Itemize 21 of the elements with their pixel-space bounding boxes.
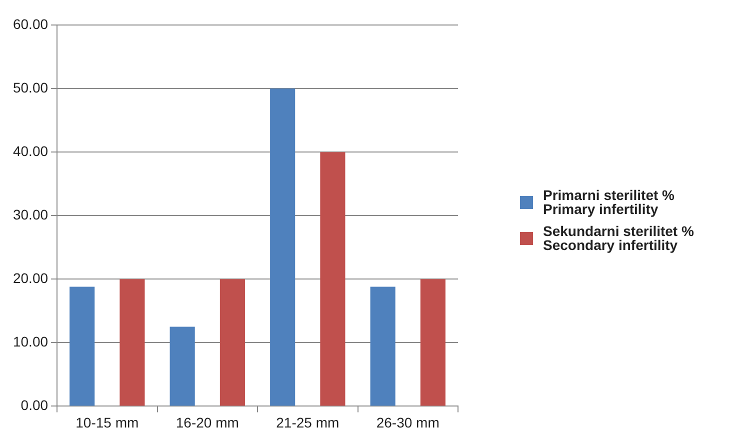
y-tick-label: 40.00 <box>12 142 48 159</box>
bar <box>320 152 346 406</box>
y-tick-label: 10.00 <box>12 334 48 350</box>
bar <box>170 326 195 406</box>
bar <box>220 279 245 406</box>
legend-label: Sekundarni sterilitet % Secondary infertility <box>543 223 694 253</box>
bar <box>270 88 296 406</box>
x-tick-label: 10-15 mm <box>76 414 139 430</box>
y-tick-label: 20.00 <box>12 270 48 286</box>
x-tick-label: 21-25 mm <box>276 414 340 430</box>
x-tick-label: 26-30 mm <box>376 414 440 430</box>
y-tick-label: 60.00 <box>12 16 48 32</box>
y-tick-label: 50.00 <box>12 79 48 96</box>
bar <box>420 279 446 406</box>
x-tick-label: 16-20 mm <box>176 414 239 430</box>
y-tick-label: 30.00 <box>12 206 48 222</box>
y-tick-label: 0.00 <box>20 397 48 414</box>
bar <box>370 286 396 406</box>
legend-label: Primarni sterilitet % Primary infertility <box>543 187 674 217</box>
bar <box>120 279 145 406</box>
bar <box>70 286 95 406</box>
